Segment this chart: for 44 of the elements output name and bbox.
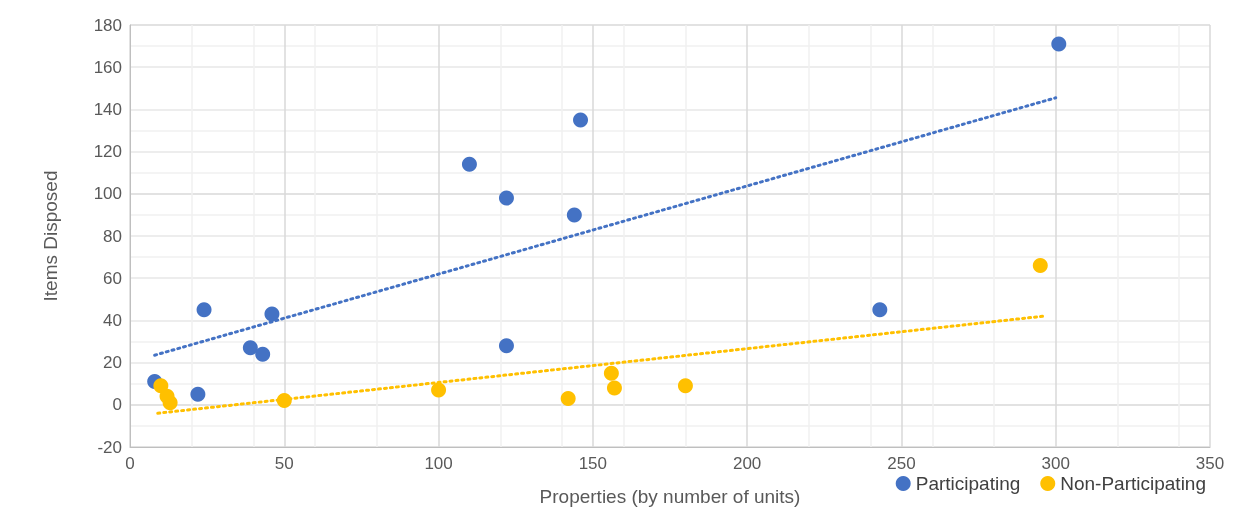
y-tick-label: 120 xyxy=(93,142,122,162)
x-tick-label: 50 xyxy=(274,454,294,473)
point xyxy=(498,190,514,206)
point xyxy=(566,207,582,223)
point xyxy=(196,302,212,318)
legend-label: Participating xyxy=(915,473,1021,494)
point xyxy=(498,338,514,354)
x-tick-label: 100 xyxy=(424,454,453,473)
point xyxy=(677,378,693,394)
point xyxy=(872,302,888,318)
y-tick-label: 100 xyxy=(93,184,122,204)
x-tick-label: 0 xyxy=(125,454,135,473)
point xyxy=(461,156,477,172)
point xyxy=(242,340,258,356)
point xyxy=(190,386,206,402)
point xyxy=(153,378,169,394)
x-tick-label: 300 xyxy=(1041,454,1070,473)
point xyxy=(276,393,292,409)
point xyxy=(264,306,280,322)
y-tick-label: -20 xyxy=(97,437,122,457)
point xyxy=(431,382,447,398)
y-tick-label: 160 xyxy=(93,57,122,77)
point xyxy=(1051,36,1067,52)
point xyxy=(603,365,619,381)
x-tick-label: 350 xyxy=(1195,454,1225,473)
y-tick-label: 140 xyxy=(93,99,122,119)
x-axis-title: Properties (by number of units) xyxy=(539,486,801,507)
x-tick-label: 150 xyxy=(578,454,608,473)
point xyxy=(573,112,589,128)
point xyxy=(255,346,271,362)
x-tick-label: 200 xyxy=(732,454,762,473)
y-axis-title: Items Disposed xyxy=(40,170,61,302)
y-tick-label: 0 xyxy=(112,395,122,415)
y-tick-label: 180 xyxy=(93,15,122,35)
point xyxy=(560,390,576,406)
y-tick-label: 20 xyxy=(103,353,122,373)
y-tick-label: 40 xyxy=(103,310,122,330)
legend-label: Non-Participating xyxy=(1060,473,1207,494)
point xyxy=(1032,258,1048,274)
y-tick-label: 60 xyxy=(103,268,122,288)
point xyxy=(606,380,622,396)
y-tick-label: 80 xyxy=(103,226,122,246)
x-tick-label: 250 xyxy=(887,454,916,473)
point xyxy=(162,395,178,411)
